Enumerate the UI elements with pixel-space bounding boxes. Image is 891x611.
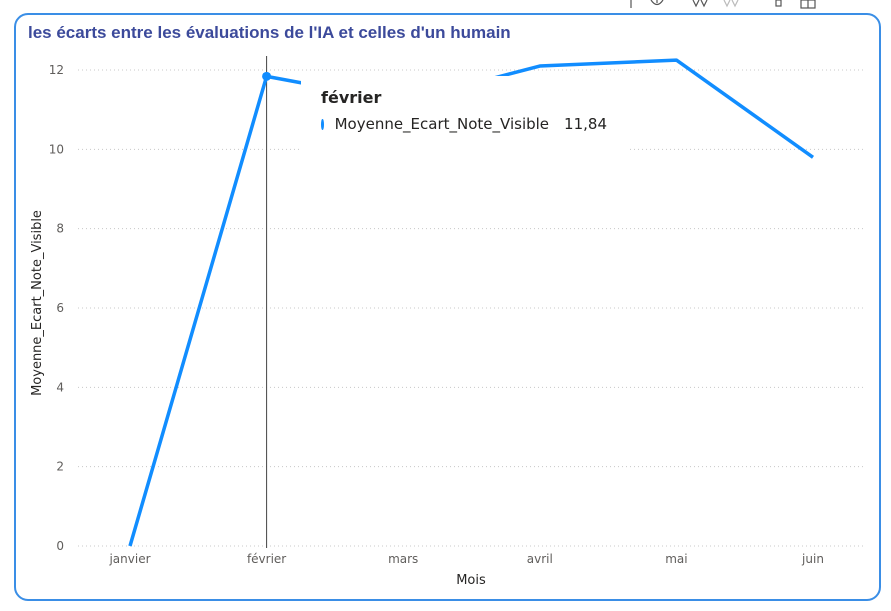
y-axis-ticks: 0 2 4 6 8 10 12 (49, 63, 64, 553)
y-tick-label: 12 (49, 63, 64, 77)
tooltip-series-name: Moyenne_Ecart_Note_Visible (334, 115, 550, 133)
tooltip-value: 11,84 (564, 115, 607, 133)
data-point-highlighted[interactable] (262, 71, 272, 81)
drill-down-icon[interactable] (650, 0, 664, 6)
visual-header-toolbar (621, 0, 851, 10)
series-color-dot (321, 118, 324, 130)
data-points (262, 71, 272, 81)
data-tooltip: février Moyenne_Ecart_Note_Visible 11,84 (301, 76, 627, 150)
x-tick-label: janvier (108, 552, 150, 566)
tooltip-category: février (321, 88, 382, 107)
y-tick-label: 10 (49, 142, 64, 156)
y-axis-title: Moyenne_Ecart_Note_Visible (30, 210, 45, 396)
y-tick-label: 8 (56, 222, 64, 236)
expand-all-icon[interactable] (692, 0, 708, 8)
x-axis-title: Mois (456, 573, 486, 588)
y-tick-label: 4 (56, 380, 64, 394)
chart-title: les écarts entre les évaluations de l'IA… (28, 23, 511, 42)
expand-all-disabled-icon (723, 0, 739, 8)
focus-mode-icon[interactable] (800, 0, 816, 9)
x-tick-label: juin (801, 552, 824, 566)
gridlines (78, 69, 866, 547)
y-tick-label: 6 (56, 301, 64, 315)
x-axis-ticks: janvier février mars avril mai juin (108, 552, 823, 566)
y-tick-label: 2 (56, 460, 64, 474)
x-tick-label: mai (665, 552, 687, 566)
x-tick-label: février (247, 552, 286, 566)
pin-icon[interactable] (775, 0, 782, 7)
x-tick-label: mars (388, 552, 418, 566)
tooltip-row: Moyenne_Ecart_Note_Visible 11,84 (321, 115, 607, 133)
y-tick-label: 0 (56, 539, 64, 553)
x-tick-label: avril (527, 552, 553, 566)
